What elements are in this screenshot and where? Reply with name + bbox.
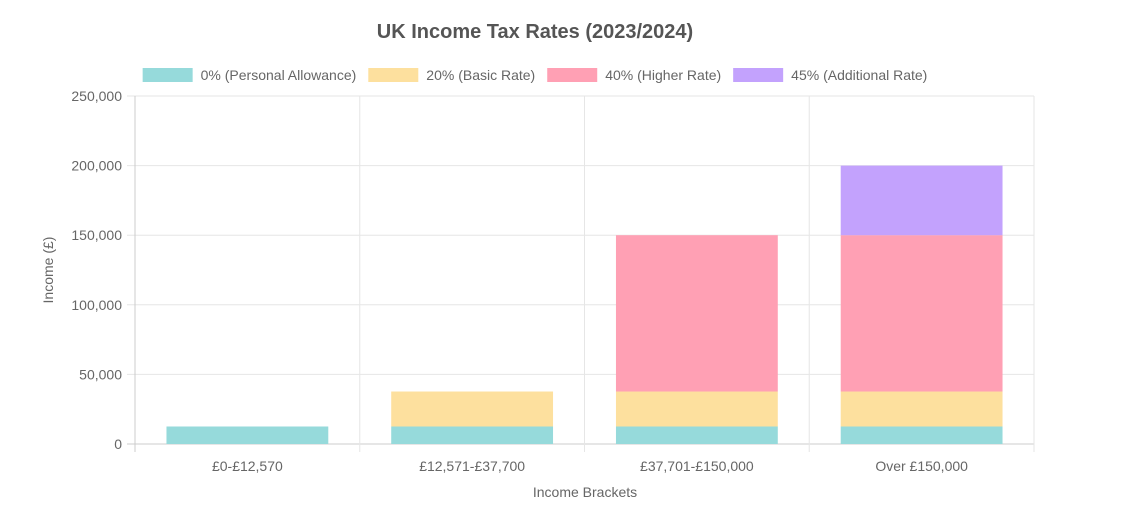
bar-segment [615, 391, 778, 427]
bar-segment [391, 391, 554, 427]
x-axis-title: Income Brackets [533, 484, 637, 500]
bar-segment [166, 426, 329, 444]
bar-segment [615, 235, 778, 392]
x-tick-label: £12,571-£37,700 [419, 458, 525, 474]
bars: £0-£12,570 £12,571-£37,700 £37,701-£150,00… [166, 165, 1003, 474]
legend-swatch [733, 68, 784, 82]
y-axis-title: Income (£) [40, 237, 56, 304]
bar-segment [391, 426, 554, 444]
x-tick-label: Over £150,000 [875, 458, 968, 474]
legend-label: 20% (Basic Rate) [426, 67, 535, 83]
y-tick-label: 200,000 [71, 158, 122, 174]
bar-segment [840, 426, 1003, 444]
legend-swatch [547, 68, 598, 82]
legend-label: 40% (Higher Rate) [605, 67, 721, 83]
y-tick-label: 100,000 [71, 297, 122, 313]
x-tick-label: £0-£12,570 [212, 458, 283, 474]
chart-title: UK Income Tax Rates (2023/2024) [377, 21, 693, 43]
legend-swatch [142, 68, 193, 82]
y-tick-label: 250,000 [71, 88, 122, 104]
y-tick-label: 0 [114, 436, 122, 452]
y-tick-label: 150,000 [71, 227, 122, 243]
legend-label: 0% (Personal Allowance) [201, 67, 357, 83]
bar-segment [840, 165, 1003, 236]
bar-segment [615, 426, 778, 444]
bar-segment [840, 391, 1003, 427]
legend-label: 45% (Additional Rate) [791, 67, 927, 83]
legend: 0% (Personal Allowance) 20% (Basic Rate) 4… [142, 67, 927, 83]
y-tick-label: 50,000 [79, 366, 122, 382]
legend-swatch [368, 68, 419, 82]
bar-segment [840, 235, 1003, 392]
x-tick-label: £37,701-£150,000 [640, 458, 754, 474]
